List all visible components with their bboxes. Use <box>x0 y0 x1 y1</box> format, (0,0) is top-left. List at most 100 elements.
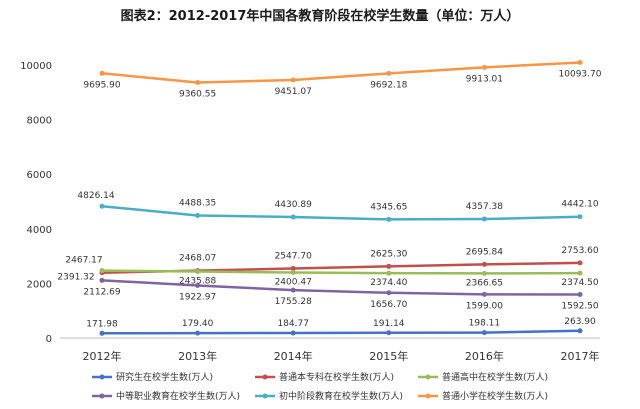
data-label: 2435.88 <box>179 277 216 287</box>
data-point <box>290 330 296 336</box>
data-point <box>195 79 201 85</box>
data-label: 184.77 <box>277 319 309 329</box>
y-tick-label: 6000 <box>27 170 52 181</box>
series-line <box>101 279 581 296</box>
data-point <box>577 292 583 298</box>
data-point <box>99 70 105 76</box>
data-point <box>195 330 201 336</box>
series-group: 2467.17 2435.88 2400.47 2374.40 2366.65 2374.… <box>65 256 598 289</box>
legend-marker <box>99 374 105 380</box>
legend-item: 研究生在校学生数(万人) <box>92 371 213 383</box>
x-tick-label: 2016年 <box>465 349 504 363</box>
data-label: 2391.32 <box>57 273 94 283</box>
series-layer: 171.98 179.40 184.77 191.14 198.11 263.90 2391… <box>57 59 602 336</box>
data-point <box>386 70 392 76</box>
series-group: 9695.90 9360.55 9451.07 9692.18 9913.01 10093… <box>83 59 602 99</box>
series-line <box>101 269 581 275</box>
y-tick-label: 2000 <box>27 279 52 290</box>
y-tick-label: 0 <box>46 334 52 345</box>
data-point <box>99 203 105 209</box>
data-point <box>195 283 201 289</box>
data-point <box>99 277 105 283</box>
data-point <box>195 212 201 218</box>
data-point <box>290 77 296 83</box>
data-label: 263.90 <box>564 317 596 327</box>
legend-marker <box>262 393 268 399</box>
data-point <box>195 269 201 275</box>
data-label: 2366.65 <box>466 278 503 288</box>
data-label: 9692.18 <box>370 80 407 90</box>
data-point <box>481 291 487 297</box>
data-point <box>481 216 487 222</box>
data-label: 9451.07 <box>275 87 312 97</box>
data-point <box>577 270 583 276</box>
legend: 研究生在校学生数(万人) 普通本专科在校学生数(万人) 普通高中在校学生数(万人) 中… <box>92 371 548 402</box>
data-label: 2468.07 <box>179 254 216 264</box>
data-point <box>481 330 487 336</box>
data-label: 198.11 <box>469 319 501 329</box>
data-label: 191.14 <box>373 319 405 329</box>
x-tick-label: 2013年 <box>178 349 217 363</box>
x-axis: 2012年 2013年 2014年 2015年 2016年 2017年 <box>60 337 600 363</box>
data-point <box>99 268 105 274</box>
data-label: 2467.17 <box>65 256 102 266</box>
legend-marker <box>425 393 431 399</box>
data-label: 4826.14 <box>77 191 114 201</box>
data-label: 2374.50 <box>561 278 598 288</box>
data-label: 1755.28 <box>275 297 312 307</box>
data-label: 2547.70 <box>275 251 312 261</box>
series-line <box>101 205 581 221</box>
data-label: 9913.01 <box>466 74 503 84</box>
data-point <box>290 265 296 271</box>
data-point <box>481 261 487 267</box>
series-group: 2391.32 2468.07 2547.70 2625.30 2695.84 2753.… <box>57 246 598 283</box>
data-label: 2400.47 <box>275 277 312 287</box>
legend-item: 初中阶段教育在校学生数(万人) <box>255 390 403 402</box>
data-label: 4357.38 <box>466 202 503 212</box>
data-label: 9360.55 <box>179 89 216 99</box>
data-label: 2625.30 <box>370 249 407 259</box>
legend-marker <box>425 374 431 380</box>
data-point <box>577 59 583 65</box>
legend-item: 中等职业教育在校学生数(万人) <box>92 390 240 402</box>
data-point <box>577 214 583 220</box>
x-tick-label: 2012年 <box>83 349 122 363</box>
legend-label: 初中阶段教育在校学生数(万人) <box>279 390 403 402</box>
legend-label: 研究生在校学生数(万人) <box>116 371 213 383</box>
y-tick-label: 4000 <box>27 225 52 236</box>
legend-marker <box>262 374 268 380</box>
data-label: 171.98 <box>86 319 118 329</box>
data-point <box>290 287 296 293</box>
data-label: 4488.35 <box>179 198 216 208</box>
legend-item: 普通小学在校学生数(万人) <box>418 390 548 402</box>
data-label: 2112.69 <box>83 287 120 297</box>
data-label: 2374.40 <box>370 278 407 288</box>
data-label: 1922.97 <box>179 293 216 303</box>
data-point <box>481 270 487 276</box>
series-line <box>101 329 581 335</box>
legend-item: 普通本专科在校学生数(万人) <box>255 371 394 383</box>
data-label: 2695.84 <box>466 247 503 257</box>
data-label: 4430.89 <box>275 200 312 210</box>
data-point <box>386 290 392 296</box>
data-point <box>577 260 583 266</box>
data-point <box>290 269 296 275</box>
legend-item: 普通高中在校学生数(万人) <box>418 371 548 383</box>
legend-label: 中等职业教育在校学生数(万人) <box>116 390 240 402</box>
data-point <box>577 328 583 334</box>
series-group: 2112.69 1922.97 1755.28 1656.70 1599.00 1592.… <box>83 277 599 312</box>
legend-label: 普通高中在校学生数(万人) <box>442 371 548 383</box>
legend-marker <box>99 393 105 399</box>
x-tick-label: 2015年 <box>369 349 408 363</box>
y-tick-label: 10000 <box>20 61 52 72</box>
data-point <box>386 330 392 336</box>
legend-label: 普通本专科在校学生数(万人) <box>279 371 394 383</box>
x-tick-label: 2017年 <box>561 349 600 363</box>
data-point <box>290 214 296 220</box>
data-point <box>481 64 487 70</box>
data-label: 1656.70 <box>370 300 407 310</box>
data-label: 1599.00 <box>466 301 503 311</box>
data-point <box>386 216 392 222</box>
data-label: 10093.70 <box>559 69 602 79</box>
